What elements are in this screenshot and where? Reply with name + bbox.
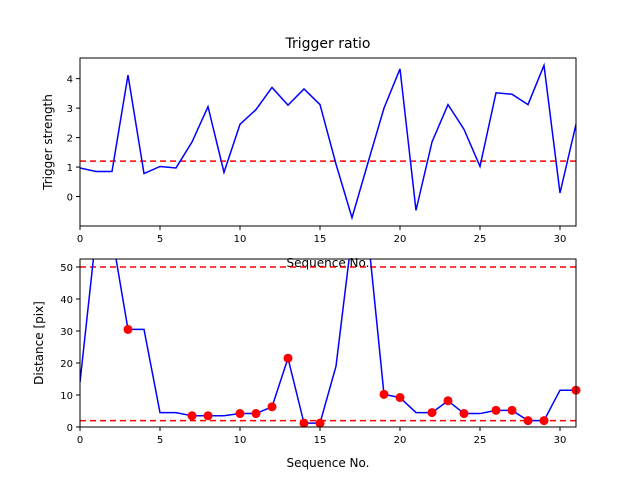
y-tick-label: 40	[60, 295, 73, 306]
plot-area	[80, 62, 576, 221]
y-tick-label: 0	[67, 423, 73, 434]
data-point	[123, 324, 133, 334]
y-tick-label: 20	[60, 359, 73, 370]
data-point	[299, 418, 309, 428]
x-tick-label: 10	[234, 234, 247, 245]
x-tick-label: 30	[554, 234, 567, 245]
x-tick-label: 0	[77, 234, 83, 245]
data-point	[427, 408, 437, 418]
axes-frame	[79, 258, 577, 428]
data-point	[507, 405, 517, 415]
data-point	[251, 409, 261, 419]
y-tick-label: 10	[60, 391, 73, 402]
y-tick-label: 1	[67, 163, 73, 174]
x-tick-label: 25	[474, 234, 487, 245]
data-point	[283, 353, 293, 363]
x-tick-label: 10	[234, 435, 247, 446]
data-point	[379, 389, 389, 399]
y-tick-label: 2	[67, 134, 73, 145]
y-tick-label: 3	[67, 104, 73, 115]
data-point	[443, 396, 453, 406]
x-tick-label: 20	[394, 435, 407, 446]
axes-frame	[79, 57, 577, 227]
panel-distance: Distance [pix] Sequence No. 0 5 10 15 20 25 30…	[32, 258, 581, 470]
data-point	[459, 409, 469, 419]
x-tick-label: 0	[77, 435, 83, 446]
x-axis-label: Sequence No.	[287, 456, 370, 470]
data-point	[267, 402, 277, 412]
x-tick-label: 5	[157, 435, 163, 446]
y-tick-label: 0	[67, 193, 73, 204]
x-tick-label: 30	[554, 435, 567, 446]
x-tick-label: 20	[394, 234, 407, 245]
data-point	[187, 411, 197, 421]
panel-trigger-ratio: Trigger ratio Trigger strength Sequence …	[41, 36, 577, 270]
data-point	[491, 405, 501, 415]
y-tick-label: 30	[60, 327, 73, 338]
x-tick-label: 15	[314, 234, 327, 245]
series-line	[80, 62, 576, 221]
data-point	[395, 393, 405, 403]
x-tick-label: 15	[314, 435, 327, 446]
y-tick-label: 4	[67, 75, 73, 86]
data-point	[235, 409, 245, 419]
y-axis-label: Trigger strength	[41, 94, 55, 191]
panel-title: Trigger ratio	[284, 36, 370, 52]
y-axis-label: Distance [pix]	[32, 301, 46, 385]
x-axis-label: Sequence No.	[287, 256, 370, 270]
data-point	[203, 411, 213, 421]
data-point	[539, 416, 549, 426]
x-tick-label: 25	[474, 435, 487, 446]
data-point	[523, 416, 533, 426]
x-tick-label: 5	[157, 234, 163, 245]
y-tick-label: 50	[60, 263, 73, 274]
data-point	[315, 418, 325, 428]
